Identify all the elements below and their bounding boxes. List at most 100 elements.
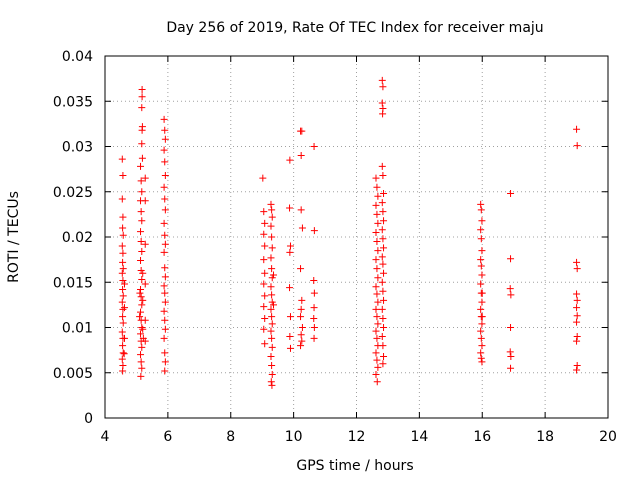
data-point bbox=[261, 219, 269, 227]
data-point bbox=[137, 358, 145, 366]
data-point bbox=[119, 258, 127, 266]
data-point bbox=[260, 256, 268, 264]
data-point bbox=[379, 235, 387, 243]
data-point bbox=[268, 244, 276, 252]
data-point bbox=[573, 296, 581, 304]
data-point bbox=[378, 76, 386, 84]
data-point bbox=[161, 316, 169, 324]
data-point bbox=[573, 318, 581, 326]
data-point bbox=[310, 314, 318, 322]
data-point bbox=[261, 269, 269, 277]
y-axis-label: ROTI / TECUs bbox=[6, 191, 22, 283]
data-point bbox=[267, 305, 275, 313]
y-tick-label: 0.04 bbox=[62, 49, 93, 65]
data-point bbox=[372, 349, 380, 357]
data-point bbox=[478, 358, 486, 366]
data-point bbox=[286, 204, 294, 212]
data-point bbox=[379, 208, 387, 216]
data-point bbox=[373, 210, 381, 218]
data-point bbox=[119, 171, 127, 179]
data-point bbox=[260, 208, 268, 216]
data-point bbox=[298, 224, 306, 232]
data-point bbox=[160, 183, 168, 191]
chart-title: Day 256 of 2019, Rate Of TEC Index for r… bbox=[166, 20, 543, 36]
data-point bbox=[160, 248, 168, 256]
data-point bbox=[372, 283, 380, 291]
data-point bbox=[380, 190, 388, 198]
data-point bbox=[573, 333, 581, 341]
data-point bbox=[137, 177, 145, 185]
data-point bbox=[260, 325, 268, 333]
data-point bbox=[477, 349, 485, 357]
data-point bbox=[380, 244, 388, 252]
data-point bbox=[372, 174, 380, 182]
x-tick-label: 4 bbox=[101, 429, 110, 445]
data-point bbox=[297, 313, 305, 321]
data-point bbox=[119, 349, 127, 357]
data-point bbox=[267, 378, 275, 386]
data-point bbox=[137, 162, 145, 170]
data-point bbox=[138, 247, 146, 255]
grid-lines bbox=[105, 56, 608, 418]
data-point bbox=[261, 292, 269, 300]
data-point bbox=[373, 334, 381, 342]
data-point bbox=[161, 231, 169, 239]
data-point bbox=[268, 213, 276, 221]
data-point bbox=[136, 313, 144, 321]
data-point bbox=[297, 265, 305, 273]
data-point bbox=[261, 314, 269, 322]
data-point bbox=[268, 206, 276, 214]
data-point bbox=[137, 228, 145, 236]
data-point bbox=[161, 240, 169, 248]
data-point bbox=[119, 313, 127, 321]
data-point bbox=[477, 327, 485, 335]
data-point bbox=[160, 282, 168, 290]
data-point bbox=[380, 296, 388, 304]
data-point bbox=[141, 174, 149, 182]
data-point bbox=[374, 219, 382, 227]
data-point bbox=[372, 201, 380, 209]
data-point bbox=[139, 269, 147, 277]
data-point bbox=[506, 348, 514, 356]
data-point bbox=[267, 283, 275, 291]
data-point bbox=[120, 334, 128, 342]
data-point bbox=[298, 324, 306, 331]
data-point bbox=[118, 269, 126, 277]
data-point bbox=[380, 324, 388, 331]
data-point bbox=[507, 352, 515, 360]
x-axis-label: GPS time / hours bbox=[296, 458, 413, 474]
data-point bbox=[137, 285, 145, 293]
data-point bbox=[507, 324, 515, 331]
data-point bbox=[373, 378, 381, 386]
y-tick-label: 0.02 bbox=[62, 230, 93, 246]
x-tick-label: 16 bbox=[473, 429, 491, 445]
data-point bbox=[268, 265, 276, 273]
data-point bbox=[477, 305, 485, 313]
data-point bbox=[573, 290, 581, 298]
data-point bbox=[477, 334, 485, 342]
data-point bbox=[268, 291, 276, 299]
x-tick-label: 14 bbox=[410, 429, 428, 445]
data-point bbox=[298, 337, 306, 345]
data-point bbox=[141, 316, 149, 324]
x-tick-label: 8 bbox=[226, 429, 235, 445]
data-point bbox=[477, 280, 485, 288]
data-point bbox=[310, 289, 318, 297]
data-point bbox=[268, 334, 276, 342]
data-point bbox=[161, 195, 169, 203]
data-point bbox=[161, 298, 169, 306]
data-point bbox=[138, 364, 146, 372]
data-point bbox=[138, 140, 146, 148]
data-point bbox=[119, 249, 127, 257]
data-point bbox=[141, 197, 149, 205]
data-point bbox=[160, 115, 168, 123]
data-point bbox=[310, 334, 318, 342]
data-point bbox=[379, 287, 387, 295]
data-point bbox=[379, 360, 387, 368]
data-point bbox=[138, 301, 146, 309]
data-point bbox=[138, 154, 146, 162]
data-point bbox=[379, 171, 387, 179]
data-point bbox=[270, 271, 278, 279]
data-point bbox=[161, 158, 169, 166]
